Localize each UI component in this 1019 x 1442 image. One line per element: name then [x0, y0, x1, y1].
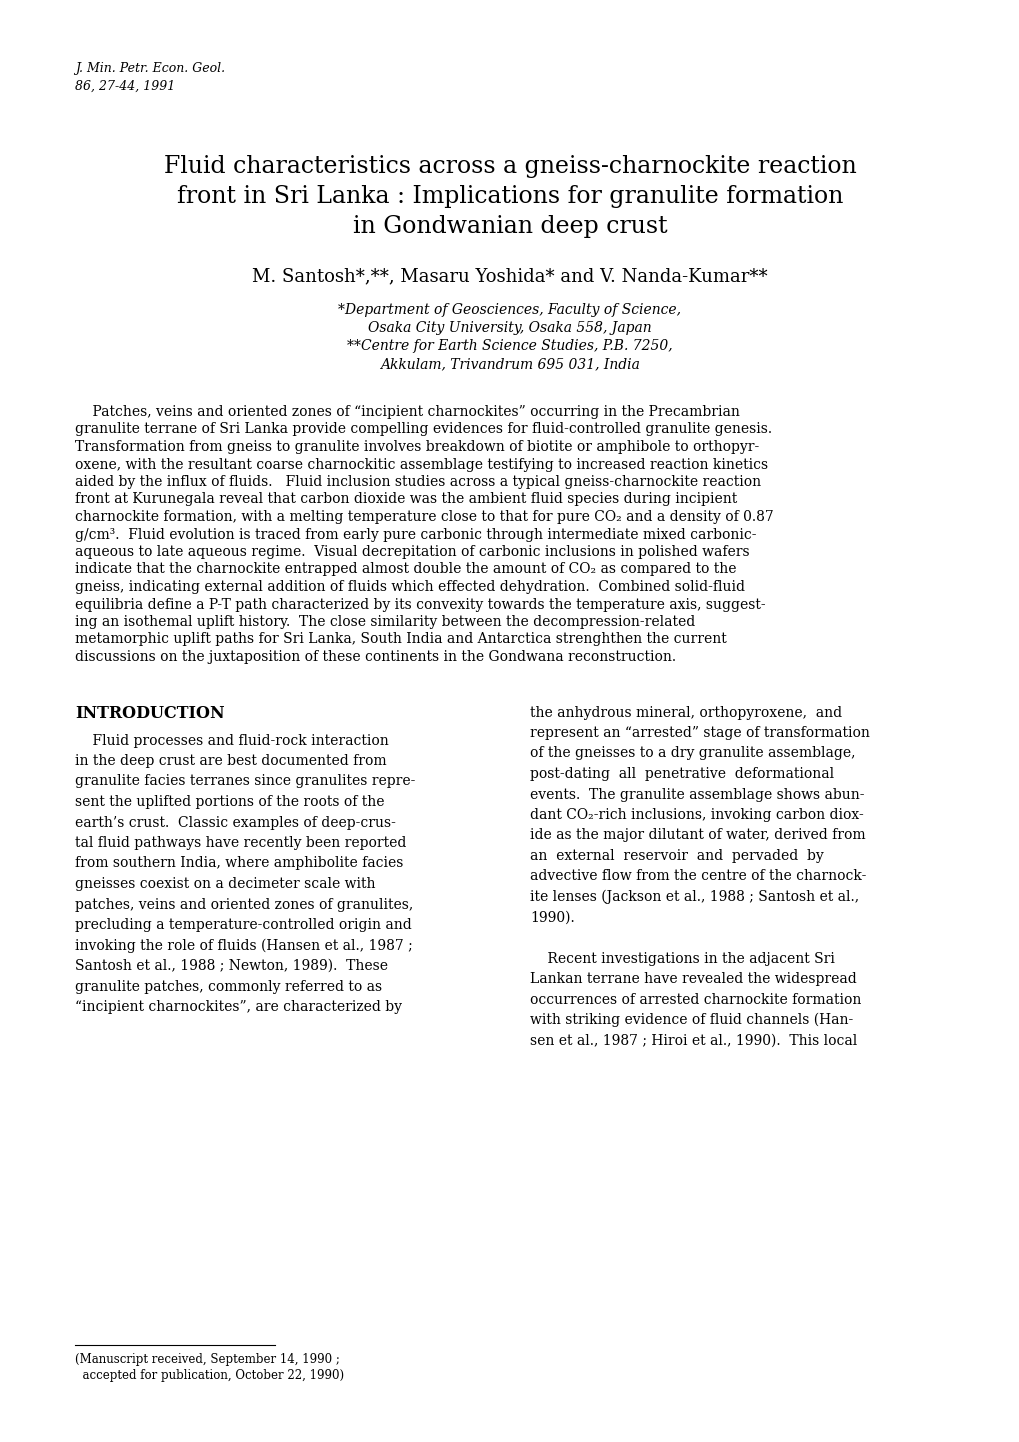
Text: Patches, veins and oriented zones of “incipient charnockites” occurring in the P: Patches, veins and oriented zones of “in…	[75, 405, 739, 420]
Text: of the gneisses to a dry granulite assemblage,: of the gneisses to a dry granulite assem…	[530, 747, 855, 760]
Text: indicate that the charnockite entrapped almost double the amount of CO₂ as compa: indicate that the charnockite entrapped …	[75, 562, 736, 577]
Text: Osaka City University, Osaka 558, Japan: Osaka City University, Osaka 558, Japan	[368, 322, 651, 335]
Text: 86, 27-44, 1991: 86, 27-44, 1991	[75, 79, 175, 92]
Text: events.  The granulite assemblage shows abun-: events. The granulite assemblage shows a…	[530, 787, 864, 802]
Text: front in Sri Lanka : Implications for granulite formation: front in Sri Lanka : Implications for gr…	[176, 185, 843, 208]
Text: equilibria define a P-T path characterized by its convexity towards the temperat: equilibria define a P-T path characteriz…	[75, 597, 765, 611]
Text: sent the uplifted portions of the roots of the: sent the uplifted portions of the roots …	[75, 795, 384, 809]
Text: ing an isothemal uplift history.  The close similarity between the decompression: ing an isothemal uplift history. The clo…	[75, 614, 695, 629]
Text: charnockite formation, with a melting temperature close to that for pure CO₂ and: charnockite formation, with a melting te…	[75, 510, 773, 523]
Text: Fluid characteristics across a gneiss-charnockite reaction: Fluid characteristics across a gneiss-ch…	[163, 154, 856, 177]
Text: oxene, with the resultant coarse charnockitic assemblage testifying to increased: oxene, with the resultant coarse charnoc…	[75, 457, 767, 472]
Text: tal fluid pathways have recently been reported: tal fluid pathways have recently been re…	[75, 836, 406, 849]
Text: advective flow from the centre of the charnock-: advective flow from the centre of the ch…	[530, 870, 865, 884]
Text: represent an “arrested” stage of transformation: represent an “arrested” stage of transfo…	[530, 725, 869, 740]
Text: J. Min. Petr. Econ. Geol.: J. Min. Petr. Econ. Geol.	[75, 62, 225, 75]
Text: granulite facies terranes since granulites repre-: granulite facies terranes since granulit…	[75, 774, 415, 789]
Text: accepted for publication, October 22, 1990): accepted for publication, October 22, 19…	[75, 1368, 343, 1381]
Text: aqueous to late aqueous regime.  Visual decrepitation of carbonic inclusions in : aqueous to late aqueous regime. Visual d…	[75, 545, 749, 559]
Text: Santosh et al., 1988 ; Newton, 1989).  These: Santosh et al., 1988 ; Newton, 1989). Th…	[75, 959, 387, 973]
Text: (Manuscript received, September 14, 1990 ;: (Manuscript received, September 14, 1990…	[75, 1353, 339, 1366]
Text: front at Kurunegala reveal that carbon dioxide was the ambient fluid species dur: front at Kurunegala reveal that carbon d…	[75, 493, 737, 506]
Text: from southern India, where amphibolite facies: from southern India, where amphibolite f…	[75, 857, 403, 871]
Text: gneiss, indicating external addition of fluids which effected dehydration.  Comb: gneiss, indicating external addition of …	[75, 580, 744, 594]
Text: in Gondwanian deep crust: in Gondwanian deep crust	[353, 215, 666, 238]
Text: gneisses coexist on a decimeter scale with: gneisses coexist on a decimeter scale wi…	[75, 877, 375, 891]
Text: Recent investigations in the adjacent Sri: Recent investigations in the adjacent Sr…	[530, 952, 835, 966]
Text: granulite terrane of Sri Lanka provide compelling evidences for fluid-controlled: granulite terrane of Sri Lanka provide c…	[75, 423, 771, 437]
Text: “incipient charnockites”, are characterized by: “incipient charnockites”, are characteri…	[75, 999, 401, 1014]
Text: post-dating  all  penetrative  deformational: post-dating all penetrative deformationa…	[530, 767, 834, 782]
Text: Akkulam, Trivandrum 695 031, India: Akkulam, Trivandrum 695 031, India	[380, 358, 639, 371]
Text: patches, veins and oriented zones of granulites,: patches, veins and oriented zones of gra…	[75, 897, 413, 911]
Text: occurrences of arrested charnockite formation: occurrences of arrested charnockite form…	[530, 992, 860, 1007]
Text: discussions on the juxtaposition of these continents in the Gondwana reconstruct: discussions on the juxtaposition of thes…	[75, 650, 676, 663]
Text: g/cm³.  Fluid evolution is traced from early pure carbonic through intermediate : g/cm³. Fluid evolution is traced from ea…	[75, 528, 756, 542]
Text: Fluid processes and fluid-rock interaction: Fluid processes and fluid-rock interacti…	[75, 734, 388, 747]
Text: with striking evidence of fluid channels (Han-: with striking evidence of fluid channels…	[530, 1012, 853, 1027]
Text: metamorphic uplift paths for Sri Lanka, South India and Antarctica strenghthen t: metamorphic uplift paths for Sri Lanka, …	[75, 633, 727, 646]
Text: an  external  reservoir  and  pervaded  by: an external reservoir and pervaded by	[530, 849, 823, 862]
Text: Lankan terrane have revealed the widespread: Lankan terrane have revealed the widespr…	[530, 972, 856, 986]
Text: 1990).: 1990).	[530, 910, 574, 924]
Text: aided by the influx of fluids.   Fluid inclusion studies across a typical gneiss: aided by the influx of fluids. Fluid inc…	[75, 474, 760, 489]
Text: precluding a temperature-controlled origin and: precluding a temperature-controlled orig…	[75, 919, 412, 932]
Text: granulite patches, commonly referred to as: granulite patches, commonly referred to …	[75, 979, 382, 994]
Text: **Centre for Earth Science Studies, P.B. 7250,: **Centre for Earth Science Studies, P.B.…	[346, 339, 673, 353]
Text: ide as the major dilutant of water, derived from: ide as the major dilutant of water, deri…	[530, 829, 865, 842]
Text: M. Santosh*,**, Masaru Yoshida* and V. Nanda-Kumar**: M. Santosh*,**, Masaru Yoshida* and V. N…	[252, 267, 767, 286]
Text: sen et al., 1987 ; Hiroi et al., 1990).  This local: sen et al., 1987 ; Hiroi et al., 1990). …	[530, 1034, 856, 1047]
Text: the anhydrous mineral, orthopyroxene,  and: the anhydrous mineral, orthopyroxene, an…	[530, 705, 842, 720]
Text: earth’s crust.  Classic examples of deep-crus-: earth’s crust. Classic examples of deep-…	[75, 816, 395, 829]
Text: *Department of Geosciences, Faculty of Science,: *Department of Geosciences, Faculty of S…	[338, 303, 681, 317]
Text: Transformation from gneiss to granulite involves breakdown of biotite or amphibo: Transformation from gneiss to granulite …	[75, 440, 758, 454]
Text: ite lenses (Jackson et al., 1988 ; Santosh et al.,: ite lenses (Jackson et al., 1988 ; Santo…	[530, 890, 858, 904]
Text: dant CO₂-rich inclusions, invoking carbon diox-: dant CO₂-rich inclusions, invoking carbo…	[530, 808, 863, 822]
Text: invoking the role of fluids (Hansen et al., 1987 ;: invoking the role of fluids (Hansen et a…	[75, 939, 413, 953]
Text: in the deep crust are best documented from: in the deep crust are best documented fr…	[75, 754, 386, 769]
Text: INTRODUCTION: INTRODUCTION	[75, 705, 224, 722]
